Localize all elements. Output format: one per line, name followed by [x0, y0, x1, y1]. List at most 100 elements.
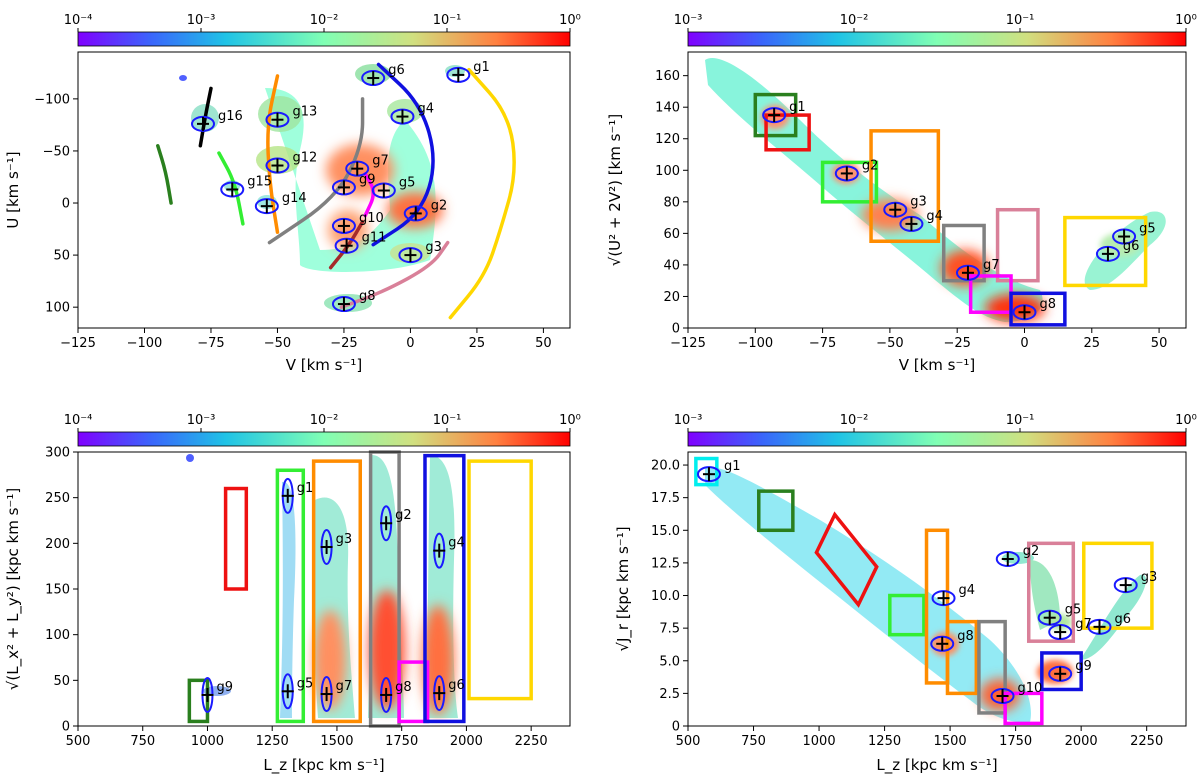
selection-box — [814, 511, 879, 608]
x-tick-label: −125 — [670, 336, 706, 351]
colorbar-tick-label: 10⁰ — [559, 13, 581, 28]
colorbar-tick-label: 10⁻² — [310, 13, 339, 28]
group-arc — [266, 74, 280, 234]
x-tick-label: 2250 — [1130, 734, 1163, 749]
colorbar-tick-label: 10⁻² — [310, 413, 339, 428]
group-label: g6 — [388, 63, 405, 78]
group-label: g4 — [448, 536, 465, 551]
selection-box — [757, 489, 795, 533]
axis-ticks: −125 −100 −75 −50 −25 0 25 50 0 20 40 60 80 100 120 140… — [655, 69, 1167, 351]
selection-box — [311, 459, 363, 724]
selection-boxes — [694, 456, 1154, 726]
y-tick-label: 120 — [655, 132, 680, 147]
x-tick-label: 1500 — [934, 734, 967, 749]
group-marker-g8: g8 — [930, 629, 974, 652]
group-label: g8 — [957, 629, 974, 644]
group-marker-g11: g11 — [334, 231, 387, 254]
group-marker-g3: g3 — [398, 240, 442, 264]
x-tick-label: 50 — [535, 336, 552, 351]
y-tick-label: 300 — [45, 446, 70, 461]
group-marker-g3: g3 — [883, 195, 927, 218]
x-tick-label: −25 — [943, 336, 970, 351]
y-tick-label: 140 — [655, 101, 680, 116]
group-marker-g7: g7 — [1048, 617, 1092, 641]
group-label: g5 — [297, 676, 314, 691]
colorbar-tick-label: 10⁰ — [1175, 413, 1197, 428]
group-label: g2 — [862, 158, 879, 173]
group-label: g2 — [1023, 544, 1040, 559]
x-tick-label: 500 — [66, 734, 91, 749]
y-tick-label: 17.5 — [651, 491, 680, 506]
y-tick-label: 0 — [62, 197, 70, 212]
group-marker-g7: g7 — [320, 676, 352, 713]
group-label: g6 — [1115, 612, 1132, 627]
y-axis-label: √(U² + 2V²) [km s⁻¹] — [606, 114, 624, 266]
group-label: g3 — [1141, 570, 1158, 585]
x-axis-label: L_z [kpc km s⁻¹] — [876, 756, 997, 775]
group-marker-g8: g8 — [380, 676, 412, 713]
group-marker-g1: g1 — [281, 477, 314, 514]
y-tick-label: 80 — [663, 195, 680, 210]
selection-box — [397, 660, 430, 724]
colorbar — [77, 31, 571, 47]
colorbar-tick-label: 10⁻³ — [674, 413, 703, 428]
selection-box — [423, 453, 466, 724]
x-tick-label: 2000 — [450, 734, 483, 749]
y-tick-label: 50 — [53, 249, 70, 264]
group-label: g12 — [292, 151, 317, 166]
group-marker-g5: g5 — [371, 176, 415, 199]
group-marker-g10: g10 — [990, 681, 1042, 704]
x-tick-label: −50 — [264, 336, 291, 351]
group-label: g1 — [297, 481, 314, 496]
group-marker-g1: g1 — [762, 100, 806, 124]
y-tick-label: 200 — [45, 537, 70, 552]
selection-box — [888, 593, 926, 637]
group-arc — [156, 143, 173, 205]
selection-box — [995, 207, 1040, 283]
y-tick-label: 100 — [45, 301, 70, 316]
x-tick-label: −125 — [60, 336, 96, 351]
group-label: g2 — [431, 198, 448, 213]
group-label: g8 — [1039, 297, 1056, 312]
selection-box — [1003, 691, 1044, 726]
selection-box — [869, 129, 941, 244]
colorbar-tick-label: 10⁻² — [840, 413, 869, 428]
selection-box — [977, 619, 1007, 715]
group-label: g11 — [362, 231, 387, 246]
y-tick-label: 150 — [45, 583, 70, 598]
group-label: g4 — [926, 209, 943, 224]
group-marker-g10: g10 — [331, 211, 384, 234]
x-tick-label: 0 — [1020, 336, 1028, 351]
x-tick-label: 1250 — [868, 734, 901, 749]
panel-bottom-left: 10⁻⁴ 10⁻³ 10⁻² 10⁻¹ 10⁰ g1 g2 g3 g4 g5 g6 g7 g8 g9 5… — [4, 413, 581, 775]
group-marker-g2: g2 — [380, 505, 412, 542]
plot-frame — [687, 51, 1187, 329]
selection-box — [275, 468, 306, 724]
group-label: g5 — [1139, 222, 1156, 237]
group-arc — [217, 151, 245, 226]
selection-box — [223, 486, 249, 591]
group-marker-g5: g5 — [1112, 222, 1156, 245]
colorbar-tick-label: 10⁻³ — [187, 413, 216, 428]
x-tick-label: −75 — [809, 336, 836, 351]
group-label: g7 — [1075, 617, 1092, 632]
group-marker-g6: g6 — [1087, 612, 1132, 635]
panel-top-left: 10⁻⁴ 10⁻³ 10⁻² 10⁻¹ 10⁰ g1g2g3g4g5g6g7g8g9g1… — [4, 13, 581, 374]
axis-ticks: 500 750 1000 1250 1500 1750 2000 2250 0 2.5 5.0 7.5… — [651, 459, 1163, 749]
group-marker-g6: g6 — [1095, 239, 1139, 262]
colorbar — [77, 431, 571, 447]
x-tick-label: 1500 — [320, 734, 353, 749]
group-label: g9 — [1075, 659, 1092, 674]
selection-box — [1082, 541, 1154, 630]
group-marker-g4: g4 — [931, 583, 975, 607]
x-tick-label: 0 — [406, 336, 414, 351]
x-tick-label: 1750 — [385, 734, 418, 749]
x-tick-label: 2250 — [515, 734, 548, 749]
group-marker-g9: g9 — [201, 676, 233, 713]
group-marker-g9: g9 — [1048, 659, 1092, 682]
selection-box — [764, 113, 811, 152]
plot-frame — [77, 51, 571, 329]
x-tick-label: 1000 — [803, 734, 836, 749]
group-label: g2 — [395, 508, 412, 523]
